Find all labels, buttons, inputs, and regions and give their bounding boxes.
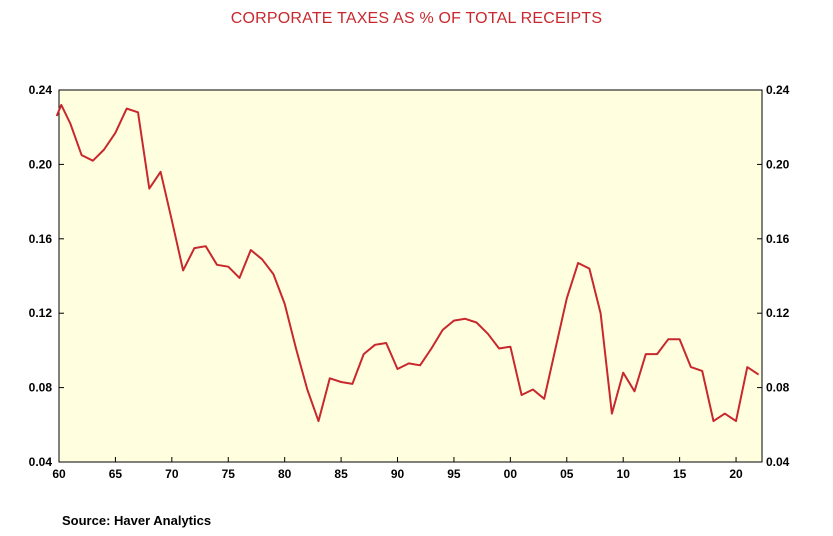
x-tick-label: 00: [504, 467, 518, 481]
plot-area: [58, 89, 763, 463]
y-tick-label-right: 0.04: [766, 455, 790, 469]
x-tick-label: 10: [617, 467, 631, 481]
x-tick-label: 70: [165, 467, 179, 481]
y-axis-left: 0.04 0.08 0.12 0.16 0.20 0.24: [29, 83, 64, 469]
x-tick-label: 05: [560, 467, 574, 481]
y-tick-label-right: 0.24: [766, 83, 790, 97]
x-tick-label: 20: [729, 467, 743, 481]
y-axis-right: 0.04 0.08 0.12 0.16 0.20 0.24: [757, 83, 790, 469]
y-tick-label-left: 0.08: [29, 381, 53, 395]
x-tick-label: 85: [334, 467, 348, 481]
y-tick-label-right: 0.08: [766, 381, 790, 395]
y-tick-label-right: 0.12: [766, 306, 790, 320]
y-tick-label-left: 0.04: [29, 455, 53, 469]
x-tick-label: 60: [52, 467, 66, 481]
series-line-corporate-taxes: [55, 103, 760, 423]
y-tick-label-left: 0.12: [29, 306, 53, 320]
y-tick-label-right: 0.16: [766, 232, 790, 246]
y-tick-label-left: 0.24: [29, 83, 53, 97]
x-tick-label: 75: [222, 467, 236, 481]
x-tick-label: 90: [391, 467, 405, 481]
y-tick-label-left: 0.16: [29, 232, 53, 246]
y-tick-label-left: 0.20: [29, 157, 53, 171]
y-tick-label-right: 0.20: [766, 157, 790, 171]
chart-title: CORPORATE TAXES AS % OF TOTAL RECEIPTS: [230, 10, 603, 27]
x-axis: 60 65 70 75 80 85 90 95 00 05 10 15 20: [52, 457, 743, 481]
x-tick-label: 80: [278, 467, 292, 481]
source-note: Source: Haver Analytics: [62, 513, 212, 528]
x-tick-label: 65: [109, 467, 123, 481]
x-tick-label: 15: [673, 467, 687, 481]
x-tick-label: 95: [447, 467, 461, 481]
